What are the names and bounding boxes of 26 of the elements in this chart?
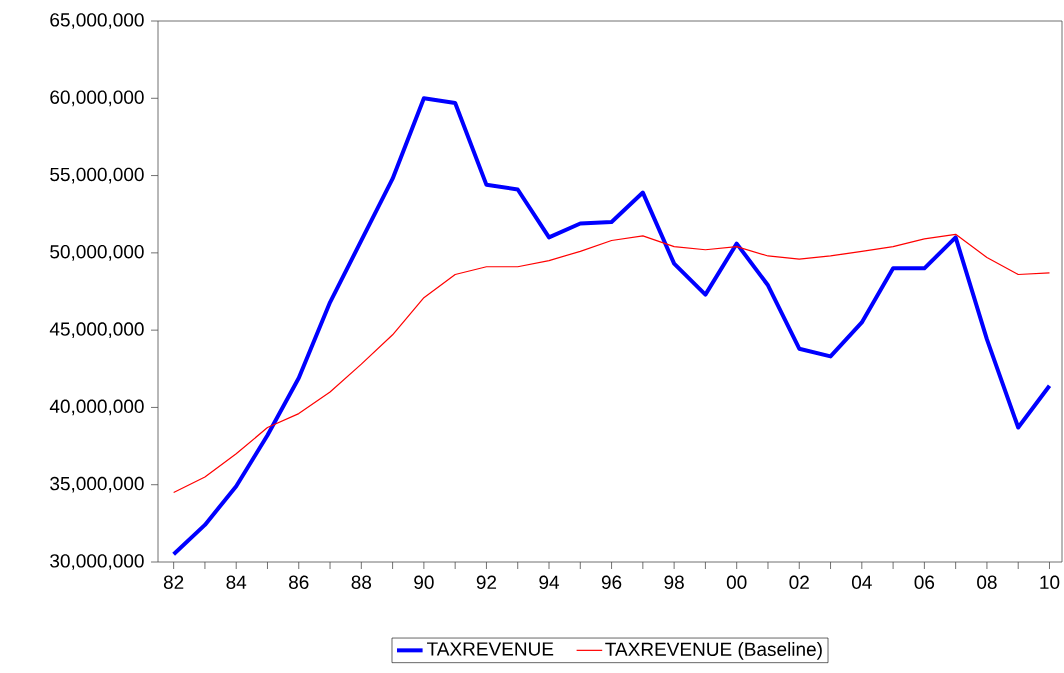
x-tick-label: 06 xyxy=(914,575,935,589)
y-tick-label: 45,000,000 xyxy=(49,322,144,338)
x-tick-label: 90 xyxy=(414,575,434,589)
x-tick-label: 92 xyxy=(476,575,497,589)
x-tick-label: 94 xyxy=(539,575,560,589)
x-tick-label: 98 xyxy=(664,575,684,589)
y-tick-label: 55,000,000 xyxy=(50,167,144,184)
legend-label: TAXREVENUE xyxy=(427,642,554,656)
y-tick-label: 60,000,000 xyxy=(50,90,144,107)
x-tick-label: 82 xyxy=(163,575,184,589)
line-series xyxy=(173,233,1051,494)
legend-label: TAXREVENUE (Baseline) xyxy=(605,642,822,660)
x-tick-label: 08 xyxy=(977,575,997,589)
x-tick-label: 86 xyxy=(289,575,309,589)
x-tick-label: 04 xyxy=(851,575,872,589)
x-tick-label: 00 xyxy=(726,575,747,589)
x-tick-label: 88 xyxy=(351,575,372,589)
y-tick-label: 65,000,000 xyxy=(50,13,144,29)
y-tick-label: 40,000,000 xyxy=(49,399,144,416)
x-tick-label: 96 xyxy=(601,575,622,589)
y-tick-label: 30,000,000 xyxy=(50,554,144,570)
x-tick-label: 02 xyxy=(789,575,809,589)
y-tick-label: 50,000,000 xyxy=(50,245,144,261)
y-tick-label: 35,000,000 xyxy=(50,476,144,493)
x-tick-label: 84 xyxy=(226,575,247,589)
x-tick-label: 10 xyxy=(1040,575,1060,589)
